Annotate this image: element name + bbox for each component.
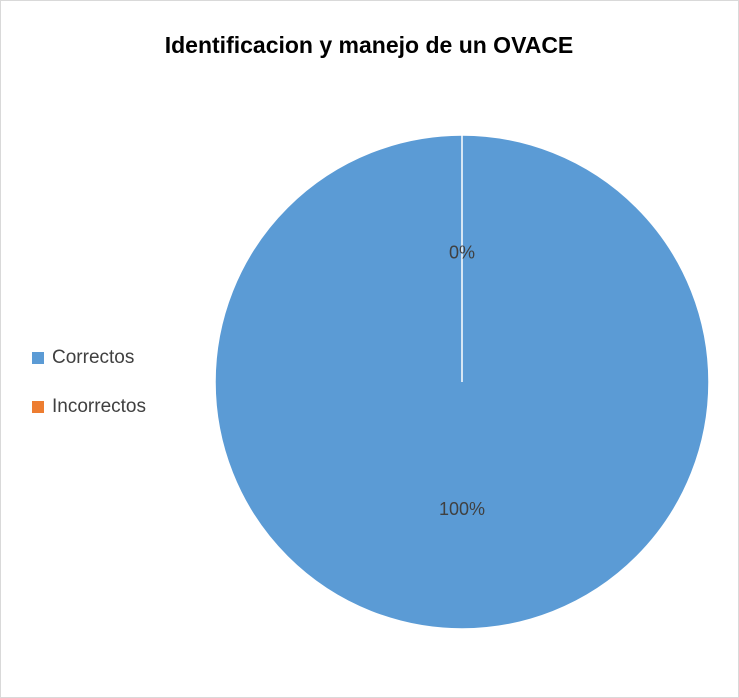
data-label: 100% [439,499,485,519]
legend-swatch [32,352,44,364]
data-label: 0% [449,242,475,262]
legend-label: Incorrectos [52,396,146,417]
chart-title: Identificacion y manejo de un OVACE [165,32,574,58]
legend-label: Correctos [52,347,134,368]
legend-swatch [32,401,44,413]
